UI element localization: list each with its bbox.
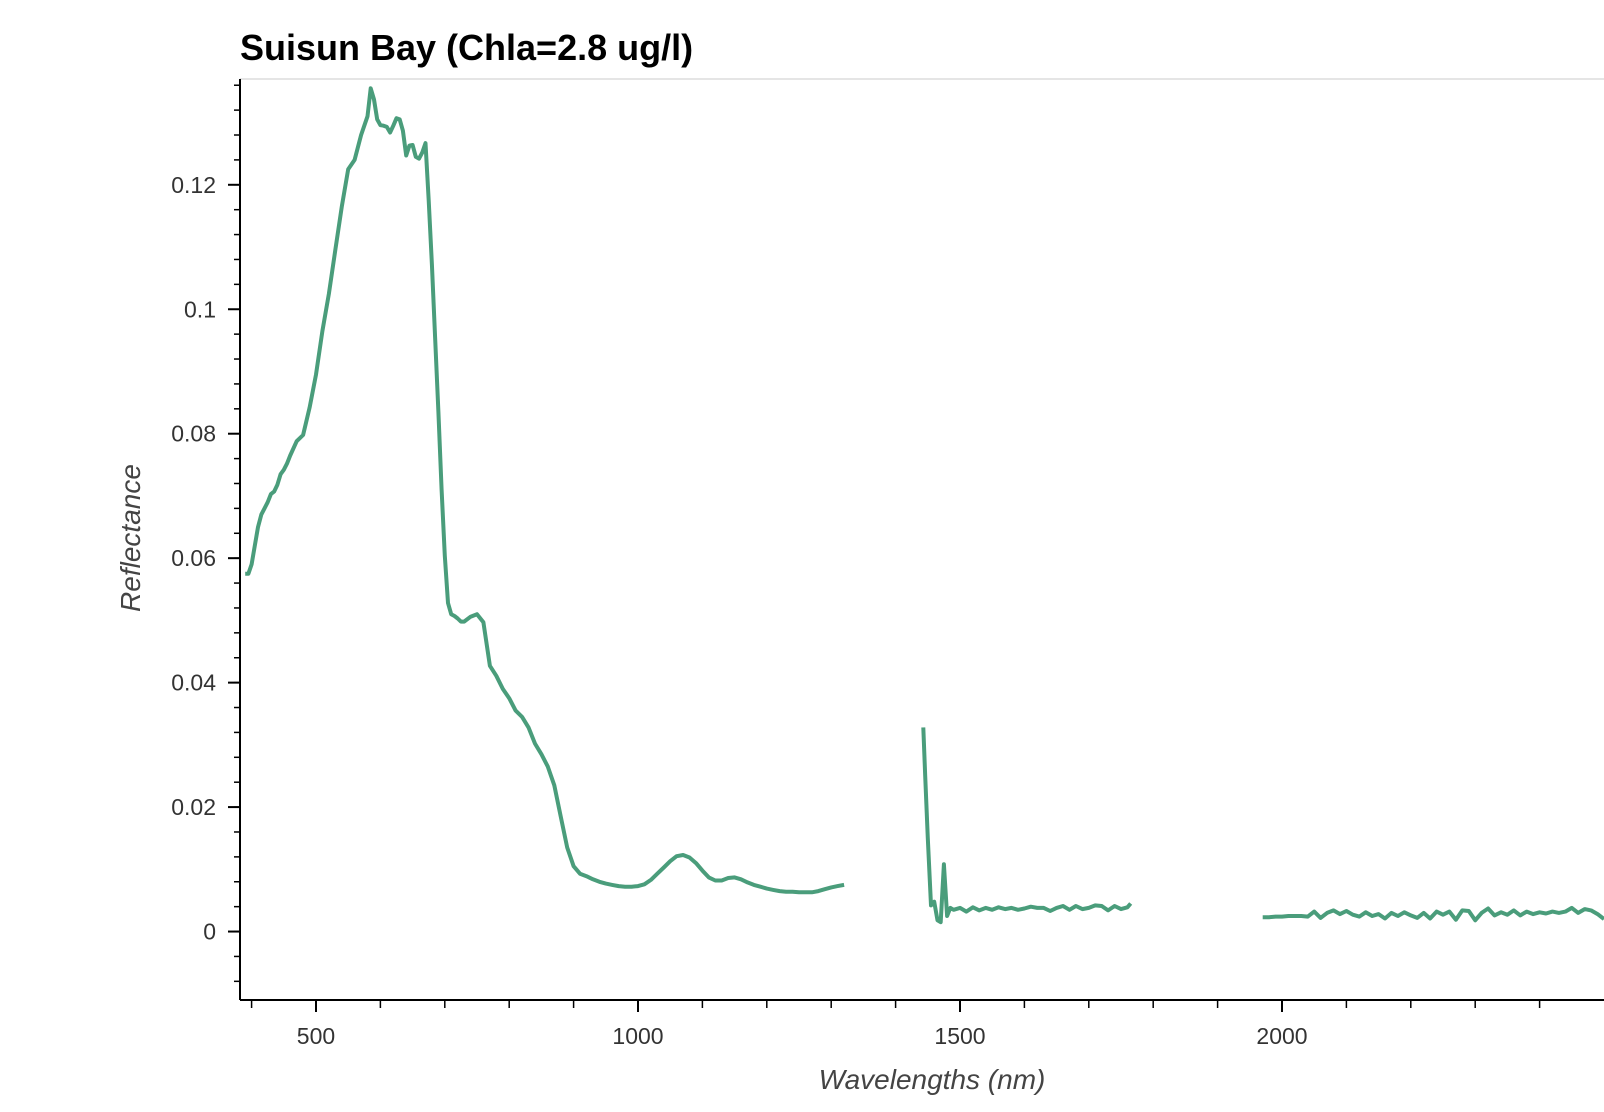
x-tick-label: 1500 (934, 1023, 985, 1049)
spectrum-line-segment (921, 727, 1133, 925)
x-axis-ticks: 500 1000 1500 2000 (250, 1000, 1541, 1049)
x-tick-label: 1000 (612, 1023, 663, 1049)
chart-title: Suisun Bay (Chla=2.8 ug/l) (240, 27, 693, 68)
spectrum-line-segment (1262, 905, 1604, 923)
y-tick-label: 0.06 (171, 545, 216, 571)
spectrum-series (245, 86, 1604, 925)
y-tick-label: 0.1 (184, 296, 216, 322)
y-tick-label: 0.08 (171, 421, 216, 447)
y-tick-label: 0 (203, 919, 216, 945)
x-axis-label: Wavelengths (nm) (819, 1064, 1046, 1095)
y-axis-label: Reflectance (115, 464, 146, 612)
spectrum-line-segment (245, 86, 845, 895)
x-tick-label: 500 (297, 1023, 335, 1049)
x-tick-label: 2000 (1256, 1023, 1307, 1049)
y-tick-label: 0.12 (171, 172, 216, 198)
y-tick-label: 0.02 (171, 794, 216, 820)
y-tick-label: 0.04 (171, 670, 216, 696)
y-axis-ticks: 0 0.02 0.04 0.06 0.08 0.1 0.12 (171, 84, 240, 983)
